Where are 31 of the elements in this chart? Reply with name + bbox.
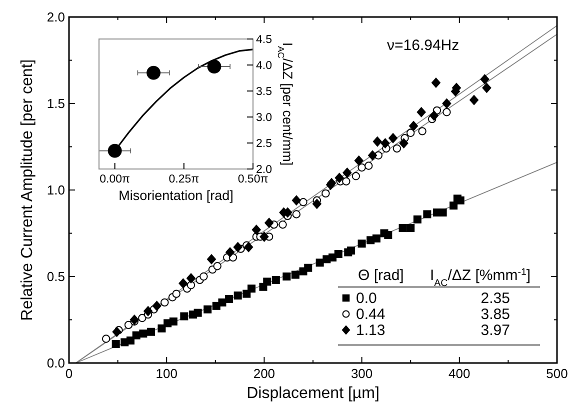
x-tick-label: 100 <box>156 366 178 381</box>
legend-label: 1.13 <box>356 322 386 339</box>
text: 3.0 <box>256 112 272 124</box>
text: 4.5 <box>256 34 272 46</box>
legend-label: 0.0 <box>356 290 377 307</box>
annotation: 2.35 <box>480 290 510 307</box>
y-tick-label: 1.0 <box>46 182 65 198</box>
y-tick-label: 0.5 <box>46 269 65 284</box>
text: 4.0 <box>256 60 272 72</box>
x-tick-label: 0.25π <box>168 174 200 186</box>
text: 3.5 <box>256 86 272 98</box>
text: 2.5 <box>256 138 272 150</box>
x-tick-label: 400 <box>448 366 470 381</box>
x-tick-label: 500 <box>546 366 568 381</box>
x-tick-label: 0.50π <box>238 174 268 186</box>
x-tick-label: 300 <box>350 366 373 381</box>
x-axis-title: Displacement [µm] <box>246 385 380 402</box>
x-tick-label: 0 <box>65 366 73 381</box>
annotation: 3.85 <box>480 306 510 323</box>
x-tick-label: 200 <box>253 366 276 381</box>
y-tick-label: 1.5 <box>46 96 65 112</box>
x-axis-title: Misorientation [rad] <box>118 188 234 203</box>
y-tick-label: 2.0 <box>46 10 65 25</box>
annotation: 3.97 <box>480 322 510 339</box>
annotation: ν=16.94Hz <box>387 37 460 54</box>
legend-label: 0.44 <box>356 306 386 323</box>
legend-title: Θ [rad] <box>358 267 404 284</box>
y-axis-title: Relative Current Amplitude [per cent] <box>19 59 36 321</box>
annotation: I$_{AC}$/ΔZ [%mm$^{-1}$] <box>430 266 531 288</box>
y-tick-label: 0.0 <box>46 356 65 371</box>
x-tick-label: 0.00π <box>100 174 130 186</box>
